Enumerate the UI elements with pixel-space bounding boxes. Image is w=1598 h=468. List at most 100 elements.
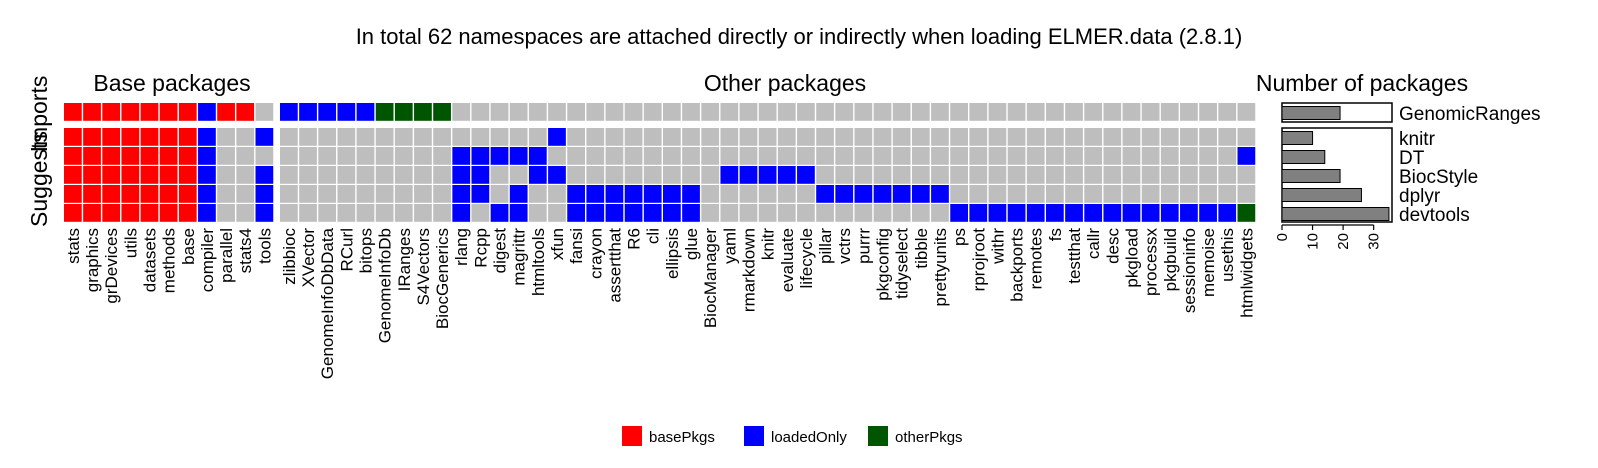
cell-GenomicRanges-desc [1103, 103, 1122, 121]
cell-BiocStyle-RCurl [337, 166, 356, 184]
cell-devtools-S4Vectors [414, 204, 432, 222]
cell-DT-IRanges [394, 147, 413, 165]
cell-DT-graphics [83, 147, 101, 165]
cell-BiocStyle-digest [490, 166, 509, 184]
cell-BiocStyle-parallel [217, 166, 235, 184]
cell-DT-cli [643, 147, 662, 165]
cell-devtools-fansi [567, 204, 585, 222]
base-package-label-stats4: stats4 [236, 228, 255, 273]
other-package-label-R6: R6 [625, 228, 644, 250]
cell-DT-Rcpp [471, 147, 490, 165]
cell-dplyr-fs [1046, 185, 1064, 203]
cell-knitr-crayon [586, 128, 605, 146]
cell-knitr-RCurl [337, 128, 356, 146]
cell-GenomicRanges-parallel [217, 103, 235, 121]
cell-dplyr-methods [159, 185, 178, 203]
cell-DT-XVector [299, 147, 317, 165]
cell-knitr-GenomeInfoDb [375, 128, 394, 146]
cell-DT-S4Vectors [414, 147, 432, 165]
cell-BiocStyle-S4Vectors [414, 166, 432, 184]
cell-devtools-htmltools [528, 204, 547, 222]
cell-knitr-glue [682, 128, 700, 146]
base-package-label-graphics: graphics [83, 228, 102, 292]
cell-BiocStyle-methods [159, 166, 178, 184]
cell-DT-htmltools [528, 147, 547, 165]
cell-devtools-pkgbuild [1160, 204, 1179, 222]
legend-swatch-otherPkgs [868, 426, 888, 446]
other-package-label-GenomeInfoDbData: GenomeInfoDbData [318, 227, 337, 379]
cell-dplyr-rmarkdown [739, 185, 758, 203]
cell-dplyr-remotes [1026, 185, 1045, 203]
other-package-label-memoise: memoise [1199, 228, 1218, 297]
cell-devtools-magrittr [509, 204, 528, 222]
other-package-label-lifecycle: lifecycle [797, 228, 816, 288]
cell-BiocStyle-GenomeInfoDb [375, 166, 394, 184]
cell-devtools-htmlwidgets [1237, 204, 1256, 222]
cell-dplyr-Rcpp [471, 185, 490, 203]
other-package-label-RCurl: RCurl [337, 228, 356, 271]
cell-DT-compiler [198, 147, 216, 165]
cell-GenomicRanges-BiocGenerics [433, 103, 451, 121]
cell-BiocStyle-memoise [1199, 166, 1217, 184]
imports-group-label: Imports [26, 76, 52, 153]
cell-BiocStyle-stats4 [236, 166, 255, 184]
other-package-label-withr: withr [988, 228, 1007, 265]
cell-devtools-parallel [217, 204, 235, 222]
cell-knitr-magrittr [509, 128, 528, 146]
cell-GenomicRanges-bitops [356, 103, 375, 121]
cell-devtools-rlang [452, 204, 471, 222]
cell-knitr-htmltools [528, 128, 547, 146]
other-package-label-rprojroot: rprojroot [969, 228, 988, 292]
cell-GenomicRanges-fansi [567, 103, 585, 121]
cell-GenomicRanges-GenomeInfoDbData [318, 103, 337, 121]
cell-devtools-tidyselect [892, 204, 911, 222]
cell-DT-withr [988, 147, 1007, 165]
cell-DT-BiocGenerics [433, 147, 451, 165]
cell-knitr-usethis [1218, 128, 1237, 146]
cell-DT-RCurl [337, 147, 356, 165]
cell-BiocStyle-prettyunits [931, 166, 949, 184]
cell-BiocStyle-usethis [1218, 166, 1237, 184]
cell-BiocStyle-pkgconfig [873, 166, 892, 184]
other-package-label-htmlwidgets: htmlwidgets [1237, 228, 1256, 318]
cell-DT-testthat [1065, 147, 1083, 165]
cell-knitr-prettyunits [931, 128, 949, 146]
cell-DT-evaluate [777, 147, 796, 165]
base-package-label-compiler: compiler [198, 228, 217, 293]
other-package-label-xfun: xfun [548, 228, 567, 260]
cell-BiocStyle-callr [1084, 166, 1103, 184]
cell-knitr-knitr [758, 128, 777, 146]
cell-knitr-bitops [356, 128, 375, 146]
cell-devtools-xfun [548, 204, 566, 222]
cell-DT-memoise [1199, 147, 1217, 165]
cell-devtools-stats4 [236, 204, 255, 222]
cell-knitr-cli [643, 128, 662, 146]
cell-dplyr-magrittr [509, 185, 528, 203]
cell-knitr-rmarkdown [739, 128, 758, 146]
bar-x-tick-label: 30 [1366, 233, 1383, 250]
cell-GenomicRanges-vctrs [835, 103, 854, 121]
cell-BiocStyle-remotes [1026, 166, 1045, 184]
cell-DT-utils [121, 147, 140, 165]
cell-knitr-assertthat [605, 128, 624, 146]
cell-BiocStyle-tibble [911, 166, 930, 184]
cell-GenomicRanges-digest [490, 103, 509, 121]
cell-DT-bitops [356, 147, 375, 165]
cell-knitr-ps [950, 128, 968, 146]
cell-DT-sessioninfo [1180, 147, 1198, 165]
cell-dplyr-htmlwidgets [1237, 185, 1256, 203]
cell-GenomicRanges-withr [988, 103, 1007, 121]
bar-label-DT: DT [1399, 148, 1425, 169]
cell-GenomicRanges-BiocManager [701, 103, 720, 121]
other-package-label-zlibbioc: zlibbioc [280, 228, 299, 285]
cell-knitr-pkgload [1122, 128, 1141, 146]
other-package-label-glue: glue [682, 228, 701, 260]
cell-BiocStyle-BiocManager [701, 166, 720, 184]
other-package-label-Rcpp: Rcpp [471, 228, 490, 268]
cell-GenomicRanges-pillar [816, 103, 834, 121]
cell-DT-crayon [586, 147, 605, 165]
cell-devtools-GenomeInfoDb [375, 204, 394, 222]
suggests-group-label: Suggests [26, 131, 52, 227]
cell-knitr-pillar [816, 128, 834, 146]
cell-devtools-processx [1141, 204, 1160, 222]
